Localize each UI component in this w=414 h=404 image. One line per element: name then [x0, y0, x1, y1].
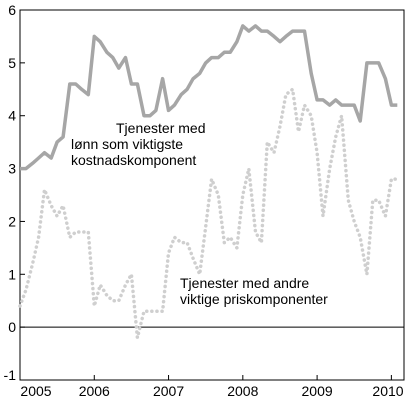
x-tick-label: 2010 — [372, 383, 403, 399]
y-axis: -1 0 1 2 3 4 5 6 — [4, 2, 25, 383]
series-line-1 — [20, 24, 398, 171]
y-tick-label: 6 — [8, 2, 16, 18]
y-tick-label: 0 — [8, 319, 16, 335]
y-tick-label: -1 — [4, 367, 17, 383]
series-layer — [18, 24, 400, 340]
annotation-wage-services: Tjenester med lønn som viktigste kostnad… — [71, 120, 209, 168]
y-tick-label: 1 — [8, 266, 16, 282]
y-tick-label: 5 — [8, 55, 16, 71]
x-tick-label: 2009 — [302, 383, 333, 399]
x-tick-label: 2008 — [227, 383, 258, 399]
x-tick-label: 2005 — [20, 383, 51, 399]
x-axis: 2005 2006 2007 2008 2009 2010 — [19, 375, 404, 399]
x-tick-label: 2006 — [79, 383, 110, 399]
plot-frame — [19, 9, 405, 381]
y-tick-label: 3 — [8, 161, 16, 177]
series-line-2 — [18, 87, 400, 340]
x-tick-label: 2007 — [153, 383, 184, 399]
annotation-other-services: Tjenester med andre viktige priskomponen… — [180, 275, 328, 307]
y-tick-label: 2 — [8, 213, 16, 229]
y-tick-label: 4 — [8, 108, 16, 124]
